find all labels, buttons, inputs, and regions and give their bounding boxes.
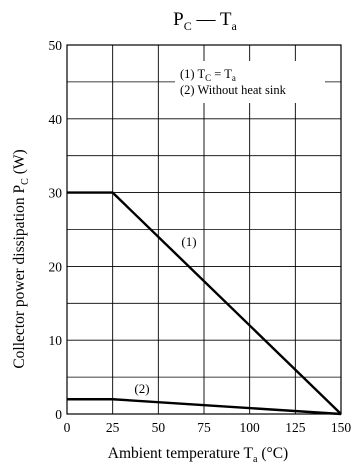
y-tick-label: 0 — [55, 407, 62, 422]
x-tick-label: 125 — [285, 420, 306, 435]
plot-frame — [66, 44, 342, 415]
series-line-2 — [67, 398, 342, 416]
y-tick-label: 40 — [49, 112, 63, 127]
y-axis-label: Collector power dissipation PC (W) — [11, 149, 31, 368]
y-tick-label: 50 — [49, 38, 63, 53]
series-1-label-bg — [177, 234, 201, 250]
y-tick-label: 20 — [49, 259, 63, 274]
legend-entry-2: (2) Without heat sink — [180, 83, 287, 97]
x-axis-label: Ambient temperature Ta (°C) — [108, 445, 288, 465]
x-tick-label: 100 — [240, 420, 261, 435]
x-tick-label: 25 — [106, 420, 120, 435]
series-group — [67, 191, 342, 416]
x-tick-label: 150 — [331, 420, 352, 435]
y-tick-label: 30 — [49, 186, 63, 201]
legend-entry-1: (1) TC = Ta — [180, 67, 236, 83]
series-2-label-bg — [130, 382, 154, 396]
series-2-label: (2) — [134, 381, 149, 396]
tick-labels: 0 25 50 75 100 125 150 0 10 20 30 40 50 — [49, 38, 352, 435]
y-tick-label: 10 — [49, 333, 63, 348]
series-line-1 — [67, 191, 342, 415]
chart-title: PC — Ta — [173, 9, 237, 33]
x-tick-label: 0 — [64, 420, 71, 435]
x-tick-label: 75 — [197, 420, 211, 435]
grid — [66, 44, 342, 415]
series-1-label: (1) — [181, 234, 196, 249]
x-tick-label: 50 — [152, 420, 166, 435]
legend-background — [175, 61, 325, 103]
